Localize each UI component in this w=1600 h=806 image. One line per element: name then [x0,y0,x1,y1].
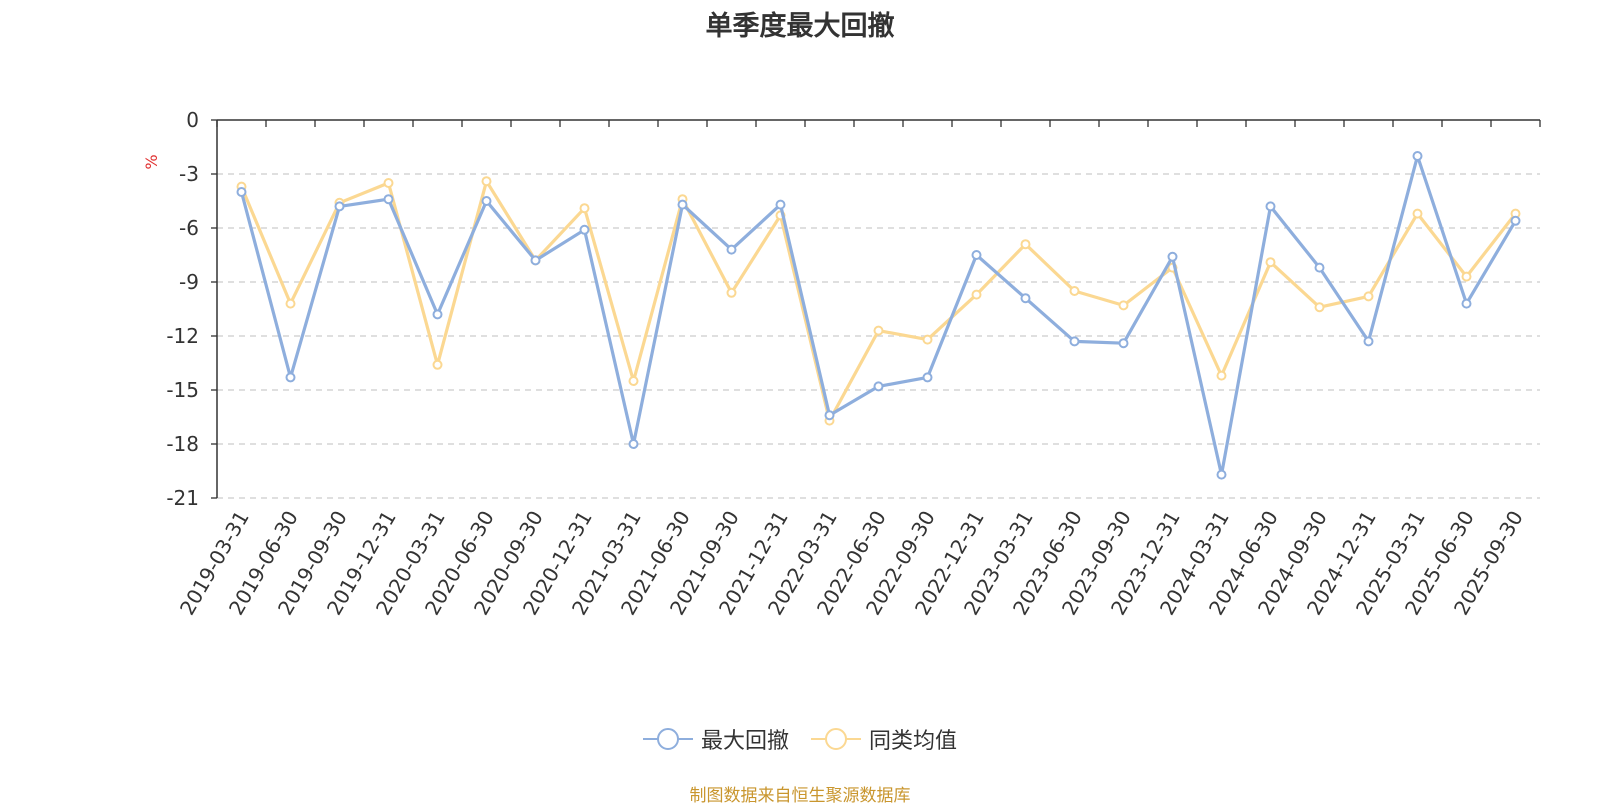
data-point-s1 [1363,291,1374,302]
data-point-s1 [1069,286,1080,296]
data-point-s1 [1118,300,1129,311]
data-point-s0 [726,244,737,255]
data-point-s0 [1118,338,1129,349]
data-point-s1 [432,359,443,370]
data-point-s0 [1216,469,1227,480]
data-point-s1 [873,325,884,336]
data-point-s1 [579,203,590,214]
data-point-s1 [1461,271,1472,282]
data-point-s1 [922,334,933,345]
data-point-s0 [1363,336,1374,347]
data-point-s0 [922,372,933,383]
legend-label-max-drawdown: 最大回撤 [700,729,789,754]
data-point-s0 [579,224,590,235]
data-point-s0 [383,194,394,205]
data-point-s0 [824,410,835,421]
data-point-s1 [628,376,639,386]
axis-layer [211,119,1541,499]
data-point-s1 [1216,370,1227,381]
data-point-s0 [481,196,492,206]
source-note: 制图数据来自恒生聚源数据库 [689,786,911,806]
legend-swatch-peer-average-icon [811,728,861,750]
data-point-s0 [971,250,982,260]
y-tick-label: -12 [166,324,199,348]
data-point-s0 [1510,215,1521,226]
data-point-s0 [1461,298,1472,309]
data-point-s0 [677,199,688,210]
data-point-s1 [1020,239,1031,250]
data-point-s0 [236,187,247,197]
data-point-s1 [1412,208,1423,219]
data-point-s0 [873,381,884,392]
data-point-s0 [775,199,786,210]
y-tick-label: -6 [179,216,199,240]
data-point-s0 [432,309,443,320]
data-point-s0 [530,255,541,266]
data-point-s0 [334,201,345,212]
data-point-s1 [1314,302,1325,313]
legend-item-peer-average[interactable]: 同类均值 [811,723,957,755]
legend: 最大回撤 同类均值 [0,723,1600,755]
y-tick-label: -15 [166,378,199,402]
y-tick-label: -18 [166,432,199,456]
data-point-s0 [1069,336,1080,347]
data-point-s0 [1167,251,1178,262]
legend-label-peer-average: 同类均值 [869,729,958,754]
y-tick-label: 0 [186,108,199,132]
data-point-s0 [1265,201,1276,212]
chart-title: 单季度最大回撤 [705,11,895,42]
data-point-s0 [1314,262,1325,273]
data-point-s1 [1265,257,1276,268]
data-point-s1 [383,178,394,188]
series-layer [236,151,1521,480]
data-point-s1 [971,289,982,300]
y-tick-label: -21 [166,486,199,510]
label-layer: 0-3-6-9-12-15-18-21%2019-03-312019-06-30… [142,108,1528,619]
data-point-s1 [481,176,492,187]
data-point-s0 [1412,151,1423,161]
y-axis-unit-label: % [142,154,161,169]
data-point-s1 [726,287,737,298]
data-point-s0 [285,372,296,383]
legend-swatch-max-drawdown-icon [642,728,693,750]
grid-layer [217,173,1540,499]
y-tick-label: -9 [179,270,199,294]
data-point-s1 [285,298,296,309]
data-point-s0 [1020,293,1031,304]
legend-item-max-drawdown[interactable]: 最大回撤 [642,723,789,755]
y-tick-label: -3 [179,162,199,186]
data-point-s0 [628,439,639,449]
